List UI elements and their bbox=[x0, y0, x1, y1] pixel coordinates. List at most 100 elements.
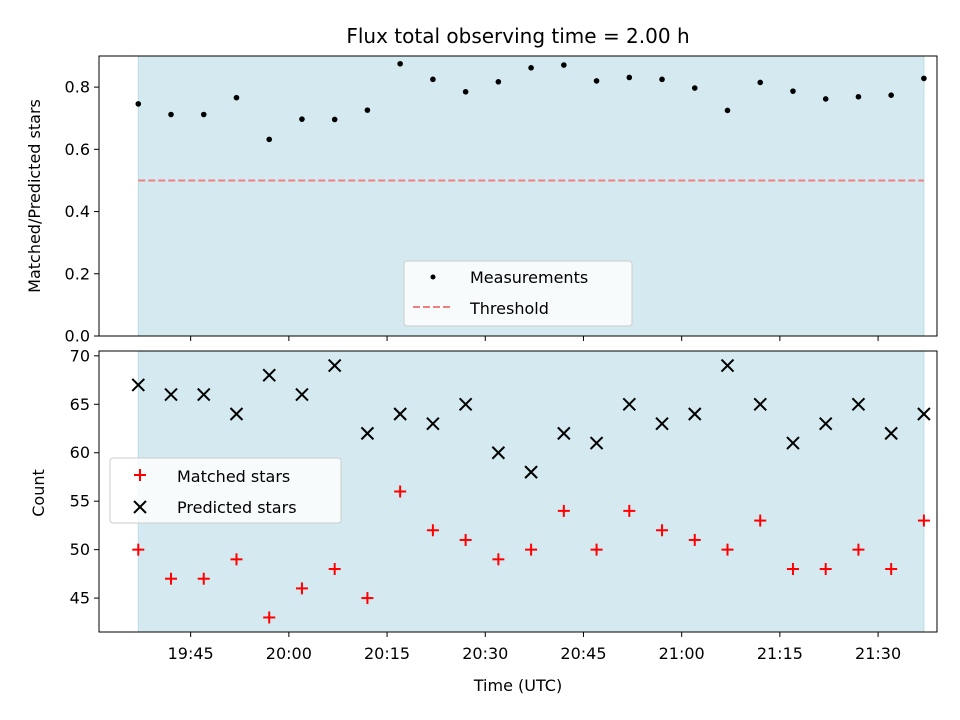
matched-point bbox=[885, 563, 898, 576]
top-y-tick-label: 0.8 bbox=[65, 78, 90, 97]
measurement-point bbox=[822, 96, 829, 102]
measurement-point bbox=[200, 111, 207, 118]
top-x-ticks bbox=[190, 336, 879, 341]
measurement-point bbox=[724, 107, 731, 114]
measurement-point bbox=[430, 76, 436, 83]
measurement-point bbox=[299, 116, 305, 122]
matched-point bbox=[197, 572, 210, 585]
predicted-point bbox=[720, 358, 735, 373]
predicted-point bbox=[557, 426, 571, 441]
matched-point bbox=[394, 485, 407, 498]
top-y-tick-label: 0.4 bbox=[65, 202, 90, 221]
measurement-point bbox=[561, 62, 567, 68]
matched-point bbox=[819, 563, 832, 576]
predicted-point bbox=[295, 387, 309, 402]
legend-matched-label: Matched stars bbox=[177, 467, 290, 486]
measurement-point bbox=[364, 107, 371, 113]
top-y-ticks: 0.0 0.2 0.4 0.6 0.8 bbox=[65, 78, 99, 346]
matched-point bbox=[623, 504, 636, 517]
x-tick-label: 20:00 bbox=[266, 644, 312, 663]
predicted-point bbox=[589, 436, 604, 450]
x-tick-label: 21:00 bbox=[659, 644, 705, 663]
measurement-point bbox=[233, 94, 240, 101]
matched-point bbox=[459, 533, 472, 546]
predicted-point bbox=[524, 465, 538, 479]
measurement-point bbox=[921, 75, 927, 82]
matched-point bbox=[852, 543, 865, 556]
bottom-legend: Matched stars Predicted stars bbox=[109, 457, 342, 524]
x-axis-label: Time (UTC) bbox=[473, 676, 562, 695]
matched-point bbox=[295, 582, 308, 595]
measurement-point bbox=[331, 116, 338, 123]
matched-point bbox=[557, 504, 570, 517]
measurement-points bbox=[135, 60, 927, 143]
measurement-point bbox=[135, 101, 142, 107]
predicted-point bbox=[688, 407, 702, 421]
predicted-point bbox=[131, 378, 145, 392]
measurement-point bbox=[888, 92, 894, 98]
legend-threshold-label: Threshold bbox=[469, 299, 549, 318]
matched-point bbox=[688, 533, 701, 546]
measurement-point bbox=[168, 111, 174, 118]
top-y-tick-label: 0.2 bbox=[65, 264, 90, 283]
matched-point bbox=[492, 553, 505, 566]
x-tick-label: 19:45 bbox=[168, 644, 214, 663]
predicted-point bbox=[327, 358, 342, 373]
predicted-point bbox=[426, 416, 440, 431]
matched-point bbox=[721, 543, 734, 556]
predicted-point bbox=[655, 416, 669, 431]
top-y-tick-label: 0.6 bbox=[65, 140, 90, 159]
measurement-point bbox=[266, 136, 273, 143]
predicted-point bbox=[229, 407, 244, 421]
matched-point bbox=[263, 611, 276, 624]
legend-matched-marker bbox=[134, 469, 146, 481]
legend-predicted-label: Predicted stars bbox=[177, 498, 297, 517]
bottom-y-tick-label: 65 bbox=[70, 395, 90, 414]
matched-point bbox=[754, 514, 767, 527]
x-tick-label: 20:45 bbox=[560, 644, 606, 663]
legend-predicted-marker bbox=[133, 500, 147, 514]
predicted-point bbox=[818, 416, 833, 431]
measurement-point bbox=[626, 74, 633, 81]
x-tick-label: 20:15 bbox=[364, 644, 410, 663]
bottom-y-tick-label: 50 bbox=[70, 540, 90, 559]
predicted-point bbox=[164, 387, 178, 402]
top-y-tick-label: 0.0 bbox=[65, 327, 90, 346]
matched-point bbox=[786, 563, 799, 576]
bottom-y-tick-label: 60 bbox=[70, 443, 90, 462]
matched-point bbox=[917, 514, 930, 527]
measurement-point bbox=[790, 88, 796, 94]
bottom-y-tick-label: 55 bbox=[70, 492, 90, 511]
top-panel: 0.00.20.40.60.8 Matched/Predicted stars … bbox=[25, 55, 938, 346]
matched-point bbox=[328, 563, 341, 576]
measurement-point bbox=[855, 93, 862, 100]
measurement-point bbox=[593, 78, 600, 84]
measurement-point bbox=[528, 65, 534, 71]
bottom-legend-box bbox=[109, 457, 342, 524]
predicted-point bbox=[917, 407, 931, 421]
predicted-point bbox=[491, 446, 506, 460]
x-tick-label: 21:15 bbox=[757, 644, 803, 663]
measurement-point bbox=[462, 88, 469, 95]
predicted-point bbox=[851, 397, 866, 412]
bottom-panel: 45 50 55 60 65 70 19:45 20:00 20:15 20:30 20:45 21… bbox=[29, 346, 938, 695]
matched-point bbox=[656, 524, 669, 537]
predicted-point bbox=[360, 426, 375, 441]
x-tick-label: 21:30 bbox=[855, 644, 901, 663]
x-tick-label: 20:30 bbox=[462, 644, 508, 663]
matched-point bbox=[132, 543, 145, 556]
matched-point bbox=[165, 572, 178, 585]
legend-measurements-label: Measurements bbox=[470, 268, 588, 287]
bottom-axes-frame bbox=[98, 350, 938, 633]
predicted-point bbox=[753, 397, 767, 412]
predicted-point bbox=[622, 397, 637, 412]
matched-point bbox=[426, 524, 439, 537]
matched-point bbox=[230, 553, 243, 566]
matched-points bbox=[132, 485, 930, 624]
measurement-point bbox=[691, 85, 698, 91]
measurement-point bbox=[757, 79, 764, 86]
measurement-point bbox=[659, 76, 665, 83]
predicted-point bbox=[197, 387, 211, 402]
bottom-y-tick-label: 45 bbox=[70, 589, 90, 608]
